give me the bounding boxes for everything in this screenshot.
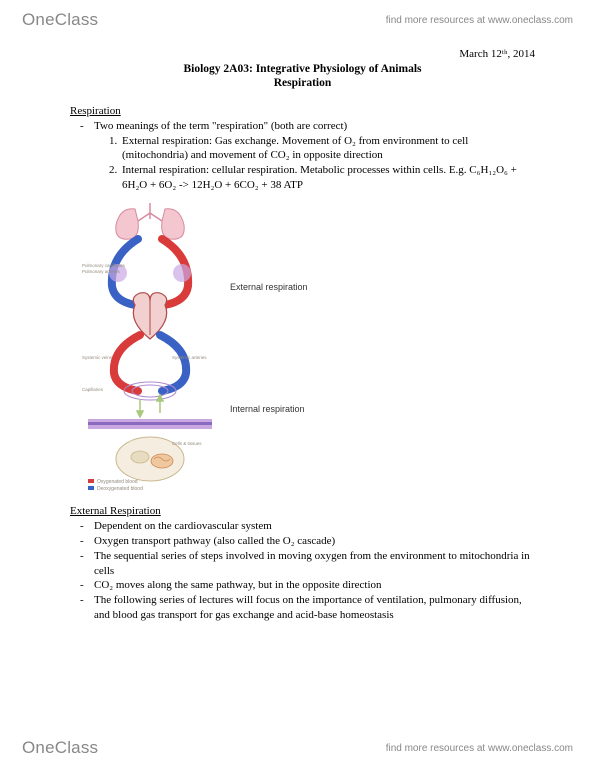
svg-text:Systemic arteries: Systemic arteries: [172, 355, 207, 360]
list-item: CO₂ moves along the same pathway, but in…: [94, 578, 535, 593]
brand-logo: OneClass: [22, 10, 98, 30]
section-heading-external: External Respiration: [70, 505, 535, 517]
list-item: Oxygen transport pathway (also called th…: [94, 534, 535, 549]
diagram-annotation-internal: Internal respiration: [230, 405, 305, 415]
list-item: External respiration: Gas exchange. Move…: [120, 134, 535, 164]
diffusion-arrows: [137, 395, 163, 417]
header-bar: OneClass find more resources at www.onec…: [0, 6, 595, 34]
lecture-date: March 12ᵗʰ, 2014: [70, 48, 535, 60]
respiration-definitions-list: External respiration: Gas exchange. Move…: [70, 134, 535, 193]
lecture-topic: Respiration: [70, 76, 535, 90]
list-item: Internal respiration: cellular respirati…: [120, 163, 535, 193]
diagram-annotation-external: External respiration: [230, 283, 308, 293]
list-item: The sequential series of steps involved …: [94, 549, 535, 579]
svg-text:Pulmonary arteries: Pulmonary arteries: [82, 269, 121, 274]
section-heading-respiration: Respiration: [70, 105, 535, 117]
lungs-icon: [116, 203, 184, 239]
external-respiration-list: Dependent on the cardiovascular system O…: [70, 519, 535, 623]
list-item: Dependent on the cardiovascular system: [94, 519, 535, 534]
svg-text:Cells & tissues: Cells & tissues: [172, 441, 202, 446]
diagram-legend: Oxygenated blood Deoxygenated blood: [88, 479, 143, 491]
pulmonary-circuit: [109, 239, 191, 305]
svg-text:Deoxygenated blood: Deoxygenated blood: [97, 486, 143, 491]
brand-logo-footer: OneClass: [22, 738, 98, 758]
svg-text:Pulmonary capillaries: Pulmonary capillaries: [82, 263, 126, 268]
document-body: March 12ᵗʰ, 2014 Biology 2A03: Integrati…: [70, 48, 535, 730]
membrane-icon: [88, 419, 212, 429]
svg-text:Oxygenated blood: Oxygenated blood: [97, 479, 138, 485]
list-item: Two meanings of the term "respiration" (…: [94, 119, 535, 134]
brand-tagline: find more resources at www.oneclass.com: [386, 15, 573, 26]
list-item: The following series of lectures will fo…: [94, 593, 535, 623]
svg-text:Capillaries: Capillaries: [82, 387, 104, 392]
svg-text:Systemic veins: Systemic veins: [82, 355, 113, 360]
diagram-svg: Oxygenated blood Deoxygenated blood Pulm…: [80, 201, 310, 491]
footer-bar: OneClass find more resources at www.onec…: [0, 734, 595, 762]
respiration-intro-list: Two meanings of the term "respiration" (…: [70, 119, 535, 134]
respiration-diagram: Oxygenated blood Deoxygenated blood Pulm…: [80, 201, 310, 491]
capillary-bed-icon: [124, 382, 176, 400]
brand-tagline-footer: find more resources at www.oneclass.com: [386, 743, 573, 754]
course-title: Biology 2A03: Integrative Physiology of …: [70, 62, 535, 76]
systemic-circuit: [114, 335, 186, 391]
